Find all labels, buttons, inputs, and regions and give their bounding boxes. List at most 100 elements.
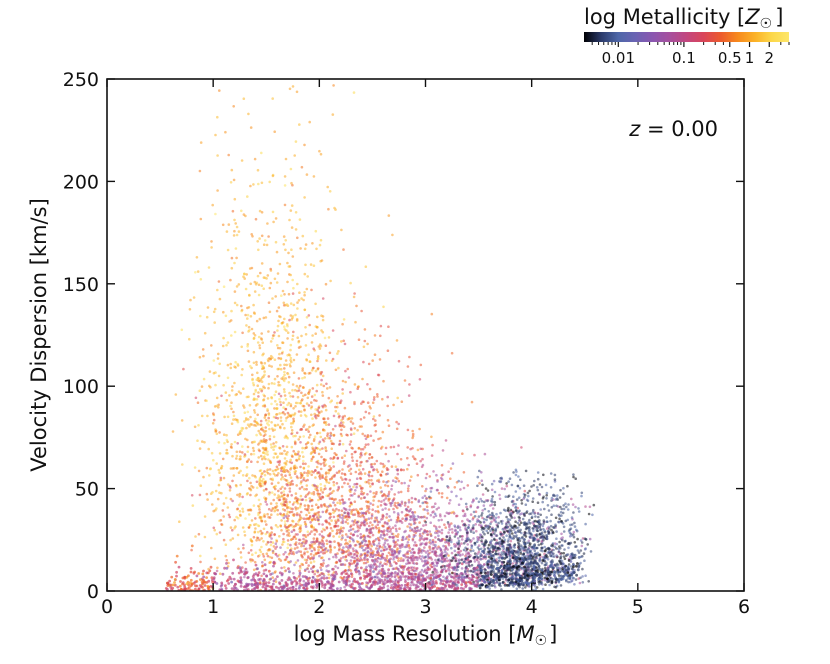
scatter-point xyxy=(251,486,255,489)
scatter-point xyxy=(331,329,335,332)
scatter-point xyxy=(445,540,449,544)
scatter-point xyxy=(258,469,262,473)
scatter-point xyxy=(333,503,337,507)
scatter-point xyxy=(332,515,336,519)
scatter-point xyxy=(440,518,443,522)
scatter-point xyxy=(306,533,310,537)
scatter-point xyxy=(202,354,205,358)
scatter-point xyxy=(199,484,203,488)
scatter-point xyxy=(375,516,379,519)
scatter-point xyxy=(353,556,357,560)
scatter-point xyxy=(388,545,392,549)
scatter-point xyxy=(481,530,485,534)
scatter-point xyxy=(263,440,266,443)
scatter-point xyxy=(249,184,252,188)
scatter-point xyxy=(432,470,435,473)
scatter-point xyxy=(343,454,347,458)
scatter-point xyxy=(294,405,297,408)
scatter-point xyxy=(244,517,247,520)
scatter-point xyxy=(376,479,379,483)
scatter-point xyxy=(357,446,361,450)
scatter-point xyxy=(362,561,366,565)
scatter-point xyxy=(215,507,218,510)
scatter-point xyxy=(472,531,476,534)
scatter-point xyxy=(383,545,387,549)
scatter-point xyxy=(394,570,397,574)
scatter-point xyxy=(336,501,339,505)
scatter-point xyxy=(273,407,276,410)
scatter-point xyxy=(394,501,397,505)
scatter-point xyxy=(263,515,267,518)
scatter-point xyxy=(264,413,268,417)
scatter-point xyxy=(534,585,537,588)
scatter-point xyxy=(296,301,299,304)
scatter-point xyxy=(303,504,307,507)
scatter-point xyxy=(205,315,209,319)
scatter-point xyxy=(420,551,423,554)
scatter-point xyxy=(221,223,225,227)
scatter-point xyxy=(264,520,267,523)
scatter-point xyxy=(304,333,308,336)
scatter-point xyxy=(505,484,509,488)
scatter-point xyxy=(447,554,450,557)
scatter-point xyxy=(314,369,318,373)
scatter-point xyxy=(340,509,344,512)
scatter-point xyxy=(218,431,221,434)
scatter-point xyxy=(353,519,357,522)
scatter-point xyxy=(259,475,263,478)
scatter-point xyxy=(278,262,282,266)
scatter-point xyxy=(281,540,285,544)
scatter-point xyxy=(356,509,359,513)
scatter-point xyxy=(367,362,371,366)
scatter-point xyxy=(407,500,411,504)
scatter-point xyxy=(362,515,366,519)
scatter-point xyxy=(229,526,233,529)
scatter-point xyxy=(397,444,400,447)
scatter-point xyxy=(364,556,367,559)
scatter-point xyxy=(410,568,414,572)
scatter-point xyxy=(469,560,473,563)
scatter-point xyxy=(245,324,248,327)
scatter-point xyxy=(348,540,352,543)
scatter-point xyxy=(291,338,294,341)
scatter-point xyxy=(385,480,388,484)
scatter-point xyxy=(220,491,223,495)
scatter-point xyxy=(415,517,418,521)
scatter-point xyxy=(286,546,290,550)
scatter-point xyxy=(293,467,296,470)
scatter-point xyxy=(411,436,414,440)
scatter-point xyxy=(296,559,300,562)
scatter-point xyxy=(289,302,293,305)
scatter-point xyxy=(251,474,254,477)
scatter-point xyxy=(307,465,310,468)
scatter-point xyxy=(339,557,343,560)
scatter-point xyxy=(411,548,414,551)
scatter-point xyxy=(340,472,344,475)
scatter-point xyxy=(419,543,422,547)
scatter-point xyxy=(262,375,265,378)
scatter-point xyxy=(519,478,522,482)
scatter-point xyxy=(216,357,220,360)
scatter-point xyxy=(380,445,384,449)
scatter-point xyxy=(311,557,315,561)
scatter-point xyxy=(296,395,300,399)
scatter-point xyxy=(399,578,403,581)
scatter-point xyxy=(253,157,257,161)
scatter-point xyxy=(312,493,316,496)
scatter-point xyxy=(356,520,359,524)
scatter-point xyxy=(329,492,332,496)
scatter-point xyxy=(434,502,437,506)
scatter-point xyxy=(310,525,313,529)
scatter-point xyxy=(312,514,315,518)
scatter-point xyxy=(389,504,393,507)
scatter-point xyxy=(378,414,381,417)
scatter-point xyxy=(197,532,201,536)
scatter-point xyxy=(180,419,184,422)
scatter-point xyxy=(286,560,290,564)
scatter-point xyxy=(319,562,323,566)
scatter-point xyxy=(558,540,561,544)
scatter-point xyxy=(298,569,301,573)
scatter-point xyxy=(276,375,279,378)
scatter-point xyxy=(440,495,444,499)
scatter-point xyxy=(297,377,301,380)
